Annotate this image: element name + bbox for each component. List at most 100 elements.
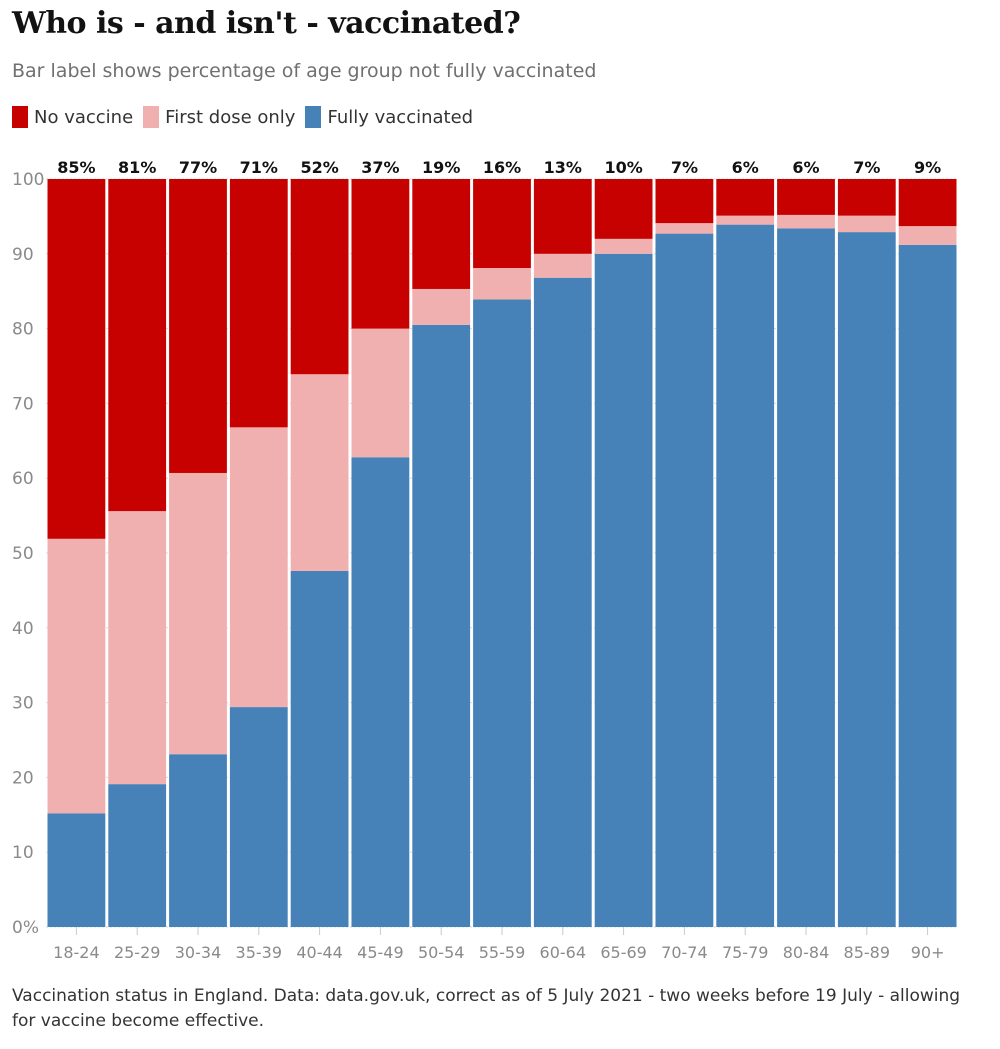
legend-swatch-first-dose bbox=[143, 106, 160, 128]
bar-first-dose-only bbox=[351, 328, 410, 458]
x-tick-label: 85-89 bbox=[844, 943, 891, 962]
bar-fully-vaccinated bbox=[290, 570, 349, 927]
legend-label-no-vaccine: No vaccine bbox=[34, 106, 134, 128]
y-tick-label: 30 bbox=[12, 694, 34, 714]
bar-data-label: 7% bbox=[853, 158, 880, 177]
bar-data-label: 77% bbox=[179, 158, 217, 177]
y-tick-label: 10 bbox=[12, 843, 34, 863]
bar-fully-vaccinated bbox=[533, 277, 592, 928]
bar-first-dose-only bbox=[898, 226, 957, 245]
bar-data-label: 37% bbox=[361, 158, 399, 177]
bar-first-dose-only bbox=[655, 223, 714, 234]
bar-fully-vaccinated bbox=[351, 457, 410, 927]
x-tick-label: 65-69 bbox=[600, 943, 647, 962]
bar-first-dose-only bbox=[777, 214, 835, 229]
x-tick-label: 70-74 bbox=[661, 943, 708, 962]
x-tick-label: 30-34 bbox=[175, 943, 222, 962]
bar-first-dose-only bbox=[533, 253, 592, 278]
bar-data-label: 13% bbox=[544, 158, 582, 177]
bar-first-dose-only bbox=[837, 215, 896, 233]
stacked-bar-chart: 85% 81% 77% 71% 52% 37% 19% 16% 13% 10% 7% 6% 6% 7% 9%… bbox=[12, 158, 958, 962]
bar-first-dose-only bbox=[594, 238, 653, 254]
y-tick-label: 50 bbox=[12, 544, 34, 564]
bar-fully-vaccinated bbox=[229, 707, 288, 927]
bar-data-label: 19% bbox=[422, 158, 460, 177]
bar-first-dose-only bbox=[169, 472, 227, 755]
bar-fully-vaccinated bbox=[837, 232, 896, 927]
chart-title: Who is - and isn't - vaccinated? bbox=[12, 6, 521, 41]
bar-no-vaccine bbox=[898, 179, 957, 227]
bar-fully-vaccinated bbox=[169, 754, 227, 927]
bar-fully-vaccinated bbox=[898, 244, 957, 928]
x-tick-label: 75-79 bbox=[722, 943, 769, 962]
bar-no-vaccine bbox=[290, 179, 349, 375]
legend-item-fully-vaccinated: Fully vaccinated bbox=[305, 106, 473, 128]
bar-fully-vaccinated bbox=[655, 233, 714, 927]
y-tick-label: 90 bbox=[12, 245, 34, 265]
bar-no-vaccine bbox=[655, 179, 714, 224]
x-tick-label: 40-44 bbox=[296, 943, 343, 962]
bar-first-dose-only bbox=[716, 215, 775, 225]
data-labels: 85% 81% 77% 71% 52% 37% 19% 16% 13% 10% 7% 6% 6% 7% 9% bbox=[57, 158, 941, 177]
y-axis-ticks: 0% 10 20 30 40 50 60 70 80 90 100 bbox=[12, 170, 44, 938]
bar-data-label: 9% bbox=[914, 158, 941, 177]
bar-first-dose-only bbox=[47, 538, 106, 814]
chart-subtitle: Bar label shows percentage of age group … bbox=[12, 60, 597, 82]
legend-swatch-no-vaccine bbox=[12, 106, 28, 128]
bar-no-vaccine bbox=[412, 179, 471, 289]
bar-no-vaccine bbox=[837, 179, 896, 216]
bar-fully-vaccinated bbox=[47, 813, 106, 927]
bar-fully-vaccinated bbox=[412, 324, 471, 927]
legend-label-first-dose: First dose only bbox=[165, 106, 296, 128]
bar-fully-vaccinated bbox=[716, 224, 775, 927]
bar-fully-vaccinated bbox=[594, 253, 653, 928]
legend-item-no-vaccine: No vaccine bbox=[12, 106, 133, 128]
bar-fully-vaccinated bbox=[108, 784, 167, 927]
bar-first-dose-only bbox=[412, 288, 471, 325]
bar-no-vaccine bbox=[473, 179, 531, 269]
x-tick-label: 55-59 bbox=[479, 943, 526, 962]
bar-no-vaccine bbox=[777, 179, 835, 215]
x-tick-label: 60-64 bbox=[540, 943, 587, 962]
y-tick-label: 70 bbox=[12, 394, 34, 414]
bar-fully-vaccinated bbox=[473, 299, 531, 927]
bar-data-label: 85% bbox=[57, 158, 95, 177]
bar-data-label: 81% bbox=[118, 158, 156, 177]
y-tick-label: 40 bbox=[12, 619, 34, 639]
legend-item-first-dose: First dose only bbox=[143, 106, 295, 128]
x-tick-label: 50-54 bbox=[418, 943, 465, 962]
bar-first-dose-only bbox=[290, 374, 349, 571]
bar-data-label: 6% bbox=[792, 158, 819, 177]
bars bbox=[47, 179, 957, 928]
x-axis-ticks: 18-24 25-29 30-34 35-39 40-44 45-49 50-54 55-59… bbox=[53, 927, 944, 962]
y-tick-label: 80 bbox=[12, 320, 34, 340]
x-tick-label: 25-29 bbox=[114, 943, 161, 962]
bar-no-vaccine bbox=[351, 179, 410, 329]
y-tick-label: 0% bbox=[12, 918, 39, 938]
bar-no-vaccine bbox=[229, 179, 288, 428]
bar-no-vaccine bbox=[169, 179, 227, 473]
legend-swatch-fully-vaccinated bbox=[305, 106, 322, 128]
bar-no-vaccine bbox=[533, 179, 592, 254]
bar-no-vaccine bbox=[108, 179, 167, 512]
bar-first-dose-only bbox=[473, 268, 531, 300]
bar-data-label: 6% bbox=[732, 158, 759, 177]
x-tick-label: 45-49 bbox=[357, 943, 404, 962]
x-tick-label: 18-24 bbox=[53, 943, 100, 962]
x-tick-label: 80-84 bbox=[783, 943, 830, 962]
bar-fully-vaccinated bbox=[777, 228, 835, 928]
bar-data-label: 7% bbox=[671, 158, 698, 177]
bar-data-label: 16% bbox=[483, 158, 521, 177]
bar-no-vaccine bbox=[47, 179, 106, 539]
bar-data-label: 52% bbox=[300, 158, 338, 177]
legend-label-fully-vaccinated: Fully vaccinated bbox=[327, 106, 474, 128]
x-tick-label: 35-39 bbox=[236, 943, 283, 962]
y-tick-label: 20 bbox=[12, 768, 34, 788]
x-tick-label: 90+ bbox=[911, 943, 945, 962]
bar-first-dose-only bbox=[108, 511, 167, 785]
y-tick-label: 60 bbox=[12, 469, 34, 489]
y-tick-label: 100 bbox=[12, 170, 44, 190]
chart-footer: Vaccination status in England. Data: dat… bbox=[12, 986, 961, 1031]
bar-first-dose-only bbox=[229, 427, 288, 708]
bar-no-vaccine bbox=[594, 179, 653, 239]
